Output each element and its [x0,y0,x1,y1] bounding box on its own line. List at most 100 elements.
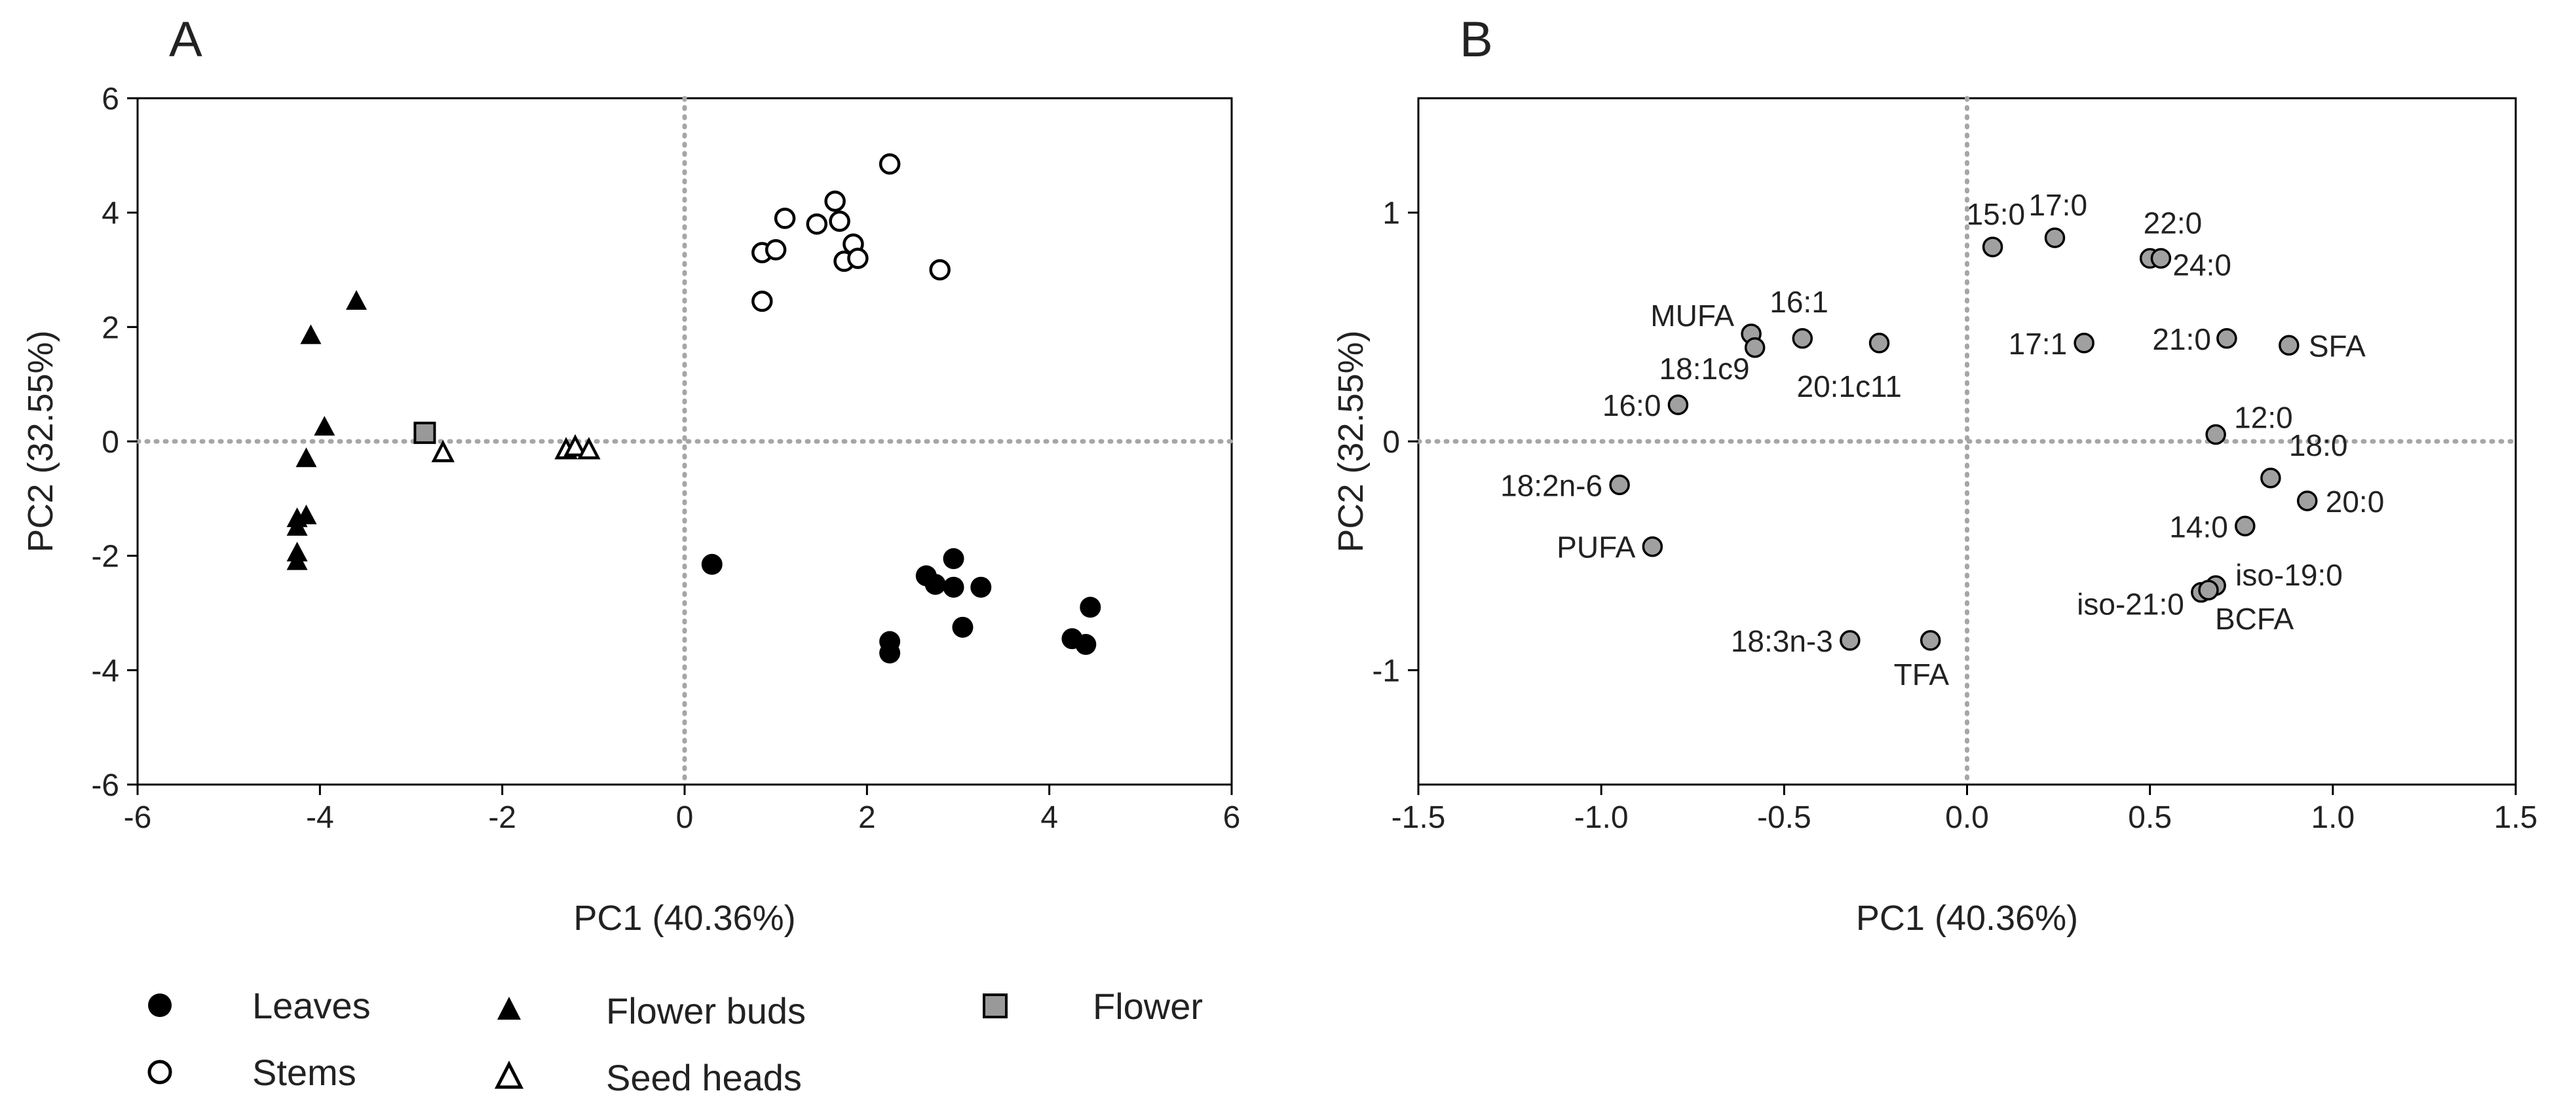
legend-seed-heads-marker [494,1060,524,1089]
x-tick-label: -4 [306,800,334,835]
point-label-20-1c11: 20:1c11 [1797,369,1902,403]
stems-point [751,290,773,312]
x-tick-label: -2 [488,800,516,835]
leaves-point [943,576,964,598]
panel-a-letter: A [169,12,202,67]
point-24-0 [2150,248,2172,269]
point-label-20-0: 20:0 [2326,485,2385,519]
seed-heads-point [431,439,455,462]
panel-a: A -6 -4 -2 0 2 4 6 -6 -4 -2 0 2 4 6 PC1 (40.36%) PC2 … [21,12,1240,938]
y-tick-label: 2 [102,310,119,345]
point-18-0 [2260,468,2281,489]
leaves-point [1080,597,1101,618]
point-17-0 [2044,227,2066,248]
leaves-point [879,642,901,664]
point-label-16-0: 16:0 [1602,388,1661,422]
y-tick-label: 4 [102,196,119,231]
legend-item-flower-buds: Flower buds [497,990,806,1031]
flower-buds-point [286,550,308,570]
x-tick-label: -6 [124,800,152,835]
x-tick-label: 0 [676,800,694,835]
panel-b-data-points: 15:0 17:0 22:0 24:0 MUFA 16:1 18:1c9 20:1c11 17:… [1500,188,2384,692]
point-label-12-0: 12:0 [2234,401,2293,435]
legend: Leaves Stems Flower buds Seed heads Flow… [147,985,1203,1098]
flower-buds-point [314,416,335,436]
panel-a-x-axis-label: PC1 (40.36%) [573,899,795,938]
point-label-18-2n-6: 18:2n-6 [1500,468,1602,502]
point-label-18-0: 18:0 [2289,428,2348,462]
panel-a-y-axis-label: PC2 (32.55%) [21,330,60,552]
panel-b-axis-ticks: -1.5 -1.0 -0.5 0.0 0.5 1.0 1.5 -1 0 1 [1372,196,2537,835]
panel-b: B -1.5 -1.0 -0.5 0.0 0.5 1.0 1.5 -1 0 1 15:0 17:0 2… [1331,12,2537,938]
legend-item-stems: Stems [147,1052,356,1093]
point-label-18-3n-3: 18:3n-3 [1731,624,1833,658]
point-label-15-0: 15:0 [1967,197,2026,231]
legend-flower-buds-label: Flower buds [606,990,806,1031]
point-12-0 [2205,424,2226,445]
flower-point [413,421,436,444]
stems-point [879,153,901,175]
stems-point [774,208,796,229]
point-17-1 [2074,333,2094,354]
point-15-0 [1982,236,2003,257]
y-tick-label: 0 [1382,425,1400,460]
legend-flower-label: Flower [1093,986,1203,1027]
seed-heads-point [563,434,587,456]
point-label-24-0: 24:0 [2172,248,2231,282]
legend-item-seed-heads: Seed heads [494,1057,802,1098]
legend-item-leaves: Leaves [148,985,371,1026]
x-tick-label: 1.0 [2311,800,2355,835]
panel-b-y-axis-label: PC2 (32.55%) [1331,330,1371,552]
leaves-point [1075,634,1097,656]
panel-a-reference-lines [135,96,1234,787]
leaves-point [924,574,946,595]
point-14-0 [2235,515,2256,537]
y-tick-label: -4 [91,654,119,688]
panel-b-reference-lines [1416,96,2518,787]
point-18-3n-3 [1840,630,1861,651]
legend-flower-buds-marker [497,997,521,1020]
stems-point [929,259,951,281]
stems-point [824,190,846,212]
legend-seed-heads-label: Seed heads [606,1057,802,1098]
panel-b-x-axis-label: PC1 (40.36%) [1856,899,2078,938]
panel-a-axis-ticks: -6 -4 -2 0 2 4 6 -6 -4 -2 0 2 4 6 [91,82,1240,835]
flower-buds-point [295,504,317,525]
x-tick-label: -1.5 [1392,800,1446,835]
point-label-mufa: MUFA [1650,299,1734,333]
point-label-21-0: 21:0 [2152,322,2211,356]
point-label-22-0: 22:0 [2144,206,2203,240]
point-18-1c9 [1744,337,1766,358]
y-tick-label: -2 [91,540,119,574]
point-21-0 [2216,328,2237,349]
point-label-bcfa: BCFA [2215,602,2294,636]
x-tick-label: 0.5 [2128,800,2172,835]
point-bcfa [2198,580,2219,601]
legend-leaves-marker [148,993,172,1017]
point-pufa [1642,536,1663,557]
flower-buds-point [295,447,317,468]
stems-point [847,248,869,269]
x-tick-label: 1.5 [2494,800,2538,835]
y-tick-label: -1 [1372,654,1400,688]
x-tick-label: -0.5 [1757,800,1811,835]
point-label-sfa: SFA [2309,329,2366,363]
point-label-iso-19-0: iso-19:0 [2235,558,2343,592]
leaves-point [952,616,974,638]
stems-point [806,213,828,235]
point-label-17-1: 17:1 [2009,327,2068,361]
flower-buds-point [300,324,322,344]
point-tfa [1920,630,1941,651]
x-tick-label: 0.0 [1945,800,1989,835]
x-tick-label: 6 [1223,800,1241,835]
x-tick-label: -1.0 [1574,800,1629,835]
leaves-point [701,553,723,575]
point-label-iso-21-0: iso-21:0 [2077,587,2184,621]
stems-point [829,210,850,232]
legend-stems-label: Stems [252,1052,356,1093]
flower-buds-point [286,516,308,536]
point-label-17-0: 17:0 [2029,188,2088,222]
point-label-tfa: TFA [1894,658,1950,692]
point-20-0 [2297,491,2318,511]
